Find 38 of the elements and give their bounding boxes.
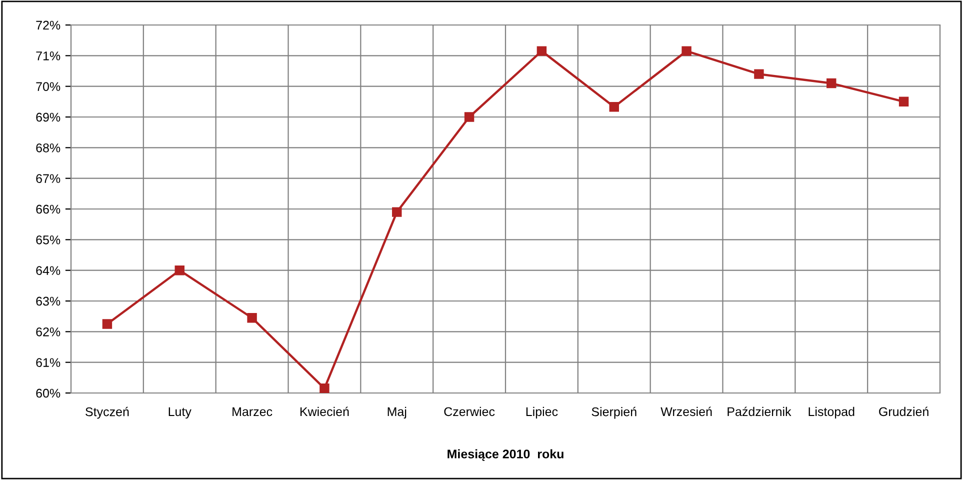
x-tick-label: Luty xyxy=(168,407,192,419)
x-axis-title: Miesiące 2010 roku xyxy=(448,449,564,461)
x-tick-label: Czerwiec xyxy=(444,406,495,416)
point xyxy=(102,319,112,329)
point xyxy=(898,96,909,107)
x-tick-label: Wrzesień xyxy=(660,406,712,416)
point xyxy=(536,46,547,56)
y-tick-label: 63% xyxy=(36,296,60,306)
y-tick-label: 68% xyxy=(36,143,60,152)
point xyxy=(682,46,692,56)
x-tick-label: Kwiecień xyxy=(300,406,349,416)
point xyxy=(320,384,330,393)
x-tick-label: Styczeń xyxy=(86,406,129,419)
y-tick-label: 64% xyxy=(36,266,60,275)
point xyxy=(609,102,619,112)
y-tick-label: 67% xyxy=(36,174,60,183)
point xyxy=(247,313,257,323)
point xyxy=(174,265,184,276)
y-tick-label: 69% xyxy=(36,112,60,122)
point xyxy=(826,78,836,88)
x-tick-label: Listopad xyxy=(808,406,854,419)
y-tick-label: 72% xyxy=(36,20,60,30)
x-tick-label: Maj xyxy=(388,406,406,419)
x-tick-label: Sierpień xyxy=(592,406,636,419)
point xyxy=(754,69,764,79)
point xyxy=(392,207,402,217)
y-tick-label: 62% xyxy=(36,327,60,336)
x-tick-label: Październik xyxy=(728,406,792,416)
y-tick-label: 71% xyxy=(36,52,60,60)
y-tick-label: 65% xyxy=(36,235,60,244)
y-tick-label: 61% xyxy=(36,358,60,367)
x-tick-label: Lipiec xyxy=(526,406,558,419)
y-tick-label: 66% xyxy=(36,204,60,214)
x-tick-label: Marzec xyxy=(232,407,272,416)
point xyxy=(464,112,474,122)
y-tick-label: 70% xyxy=(36,82,60,91)
y-tick-label: 60% xyxy=(36,388,60,398)
x-tick-label: Grudzień xyxy=(879,406,928,416)
